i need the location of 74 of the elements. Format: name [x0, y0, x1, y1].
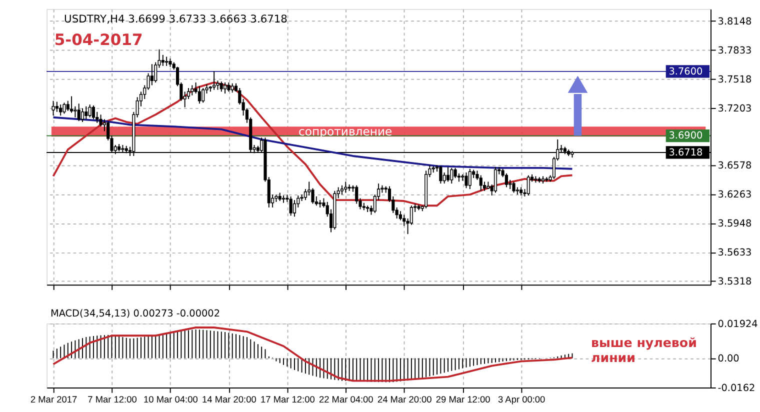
- candlestick: [55, 101, 58, 112]
- candlestick: [344, 181, 348, 194]
- candlestick: [59, 104, 62, 116]
- candlestick: [165, 56, 168, 66]
- band-label: сопротивление: [298, 124, 392, 139]
- x-tick-label: 17 Mar 12:00: [260, 394, 315, 405]
- candlestick: [454, 167, 457, 179]
- y-tick-label: 3.5948: [718, 218, 752, 230]
- candlestick: [84, 106, 88, 120]
- chart-title: USDTRY,H4 3.6699 3.6733 3.6663 3.6718: [64, 12, 288, 26]
- x-tick-label: 24 Mar 20:00: [377, 394, 432, 405]
- candlestick: [62, 102, 66, 114]
- candlestick: [468, 168, 472, 190]
- candlestick: [92, 104, 96, 120]
- ref-line-label: 3.6900: [668, 130, 703, 142]
- candlestick: [512, 181, 516, 194]
- candlestick: [227, 82, 230, 92]
- candlestick: [220, 81, 223, 92]
- candlestick: [230, 82, 234, 94]
- candlestick: [99, 114, 102, 128]
- candlestick: [439, 166, 442, 184]
- y-tick-label: 3.6578: [718, 160, 752, 172]
- x-tick-label: 3 Apr 00:00: [498, 394, 546, 405]
- y-tick-label: -0.0162: [718, 382, 756, 394]
- candlestick: [77, 103, 80, 122]
- candlestick: [212, 70, 216, 90]
- line-series: [52, 116, 574, 170]
- candlestick: [526, 174, 530, 196]
- candlestick: [74, 106, 77, 118]
- candlestick: [340, 184, 344, 196]
- candlestick: [508, 179, 512, 190]
- candlestick: [190, 84, 194, 96]
- y-tick-label: 3.7203: [718, 103, 752, 114]
- candlestick: [450, 167, 454, 184]
- y-tick-label: 3.7518: [718, 74, 752, 86]
- x-tick-label: 22 Mar 04:00: [318, 394, 374, 405]
- x-tick-label: 29 Mar 12:00: [436, 394, 490, 405]
- y-tick-label: 3.8148: [718, 16, 752, 28]
- x-tick-label: 7 Mar 12:00: [88, 394, 137, 405]
- candlestick: [479, 174, 482, 192]
- candlestick: [70, 96, 74, 114]
- ref-line-label: 3.7600: [668, 66, 703, 78]
- candlestick: [224, 82, 227, 94]
- candlestick: [66, 100, 70, 112]
- ref-line-label: 3.6718: [668, 147, 703, 158]
- candlestick: [198, 86, 201, 104]
- line-series: [52, 326, 574, 382]
- candlestick: [355, 184, 358, 204]
- candlestick: [52, 100, 55, 116]
- text: 5-04-2017: [54, 30, 143, 49]
- candlestick: [464, 172, 468, 189]
- annotation: выше нулевой линии: [590, 335, 697, 365]
- y-tick-label: 3.6263: [718, 190, 752, 201]
- candlestick: [494, 166, 498, 194]
- x-tick-label: 10 Mar 04:00: [144, 394, 198, 405]
- candlestick: [80, 108, 84, 122]
- candlestick: [88, 104, 92, 118]
- candlestick: [446, 166, 450, 182]
- chart-title: MACD(34,54,13) 0.00273 -0.00002: [50, 308, 220, 320]
- x-tick-label: 14 Mar 20:00: [202, 394, 256, 405]
- y-tick-label: 3.5318: [718, 276, 752, 288]
- candlestick: [402, 214, 406, 226]
- candlestick: [154, 62, 158, 83]
- candlestick: [161, 54, 164, 66]
- y-tick-label: 0.00: [718, 354, 740, 365]
- y-tick-label: 0.01924: [718, 318, 758, 330]
- x-tick-label: 2 Mar 2017: [30, 394, 78, 405]
- y-tick-label: 3.7833: [718, 45, 752, 56]
- y-tick-label: 3.5633: [718, 248, 752, 259]
- candlestick: [150, 64, 154, 86]
- candlestick: [292, 200, 296, 218]
- candlestick: [202, 88, 205, 104]
- candlestick: [289, 196, 292, 216]
- candlestick: [504, 172, 508, 188]
